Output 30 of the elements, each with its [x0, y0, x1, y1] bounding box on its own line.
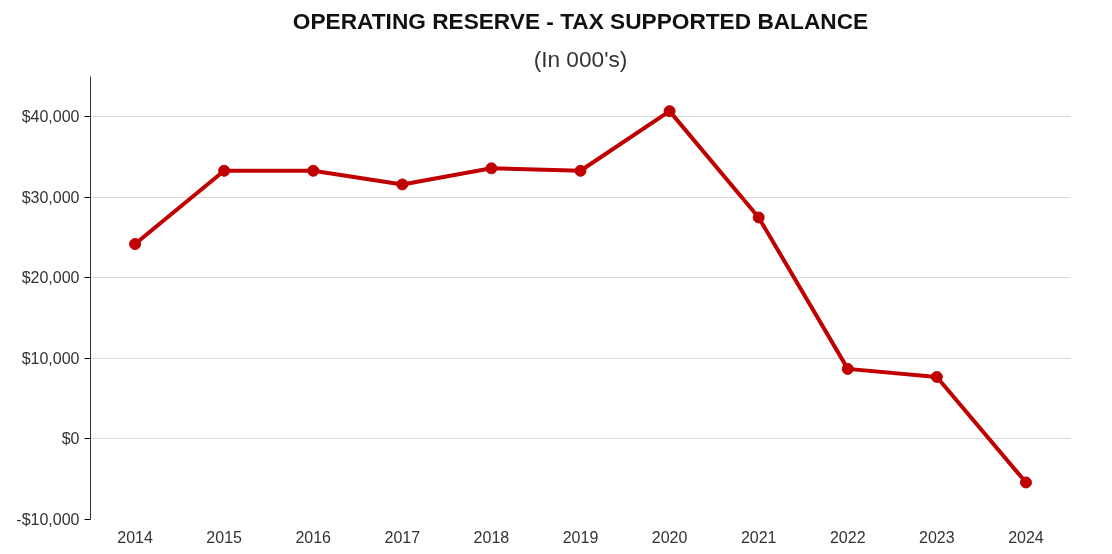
x-tick-label: 2021	[740, 528, 777, 546]
x-tick-label: 2024	[1008, 528, 1044, 546]
chart-subtitle: (In 000's)	[533, 45, 628, 72]
x-tick-label: 2020	[651, 528, 688, 546]
x-tick-label: 2014	[117, 528, 153, 546]
x-tick-label: 2018	[473, 528, 510, 546]
point	[574, 164, 587, 177]
point	[930, 370, 943, 383]
y-tick-label: $10,000	[21, 349, 80, 367]
x-tick-label: 2023	[919, 528, 955, 546]
x-tick-label: 2022	[829, 528, 866, 546]
x-tick-label: 2017	[384, 528, 421, 546]
x-tick-label: 2015	[206, 528, 243, 546]
point	[752, 211, 765, 224]
point	[1019, 476, 1032, 489]
point	[129, 238, 142, 251]
y-tick-label: $30,000	[21, 188, 80, 206]
point	[663, 105, 676, 118]
y-tick-label: $20,000	[21, 269, 80, 287]
y-tick-label: $40,000	[21, 108, 80, 126]
chart-title: OPERATING RESERVE - TAX SUPPORTED BALANCE	[292, 7, 869, 34]
x-tick-label: 2019	[562, 528, 599, 546]
x-tick-label: 2016	[295, 528, 332, 546]
point	[841, 362, 854, 375]
y-tick-label: -$10,000	[16, 511, 80, 528]
point	[218, 164, 231, 177]
point	[485, 162, 498, 175]
point	[307, 164, 320, 177]
point	[396, 178, 409, 191]
y-tick-label: $0	[61, 430, 80, 448]
